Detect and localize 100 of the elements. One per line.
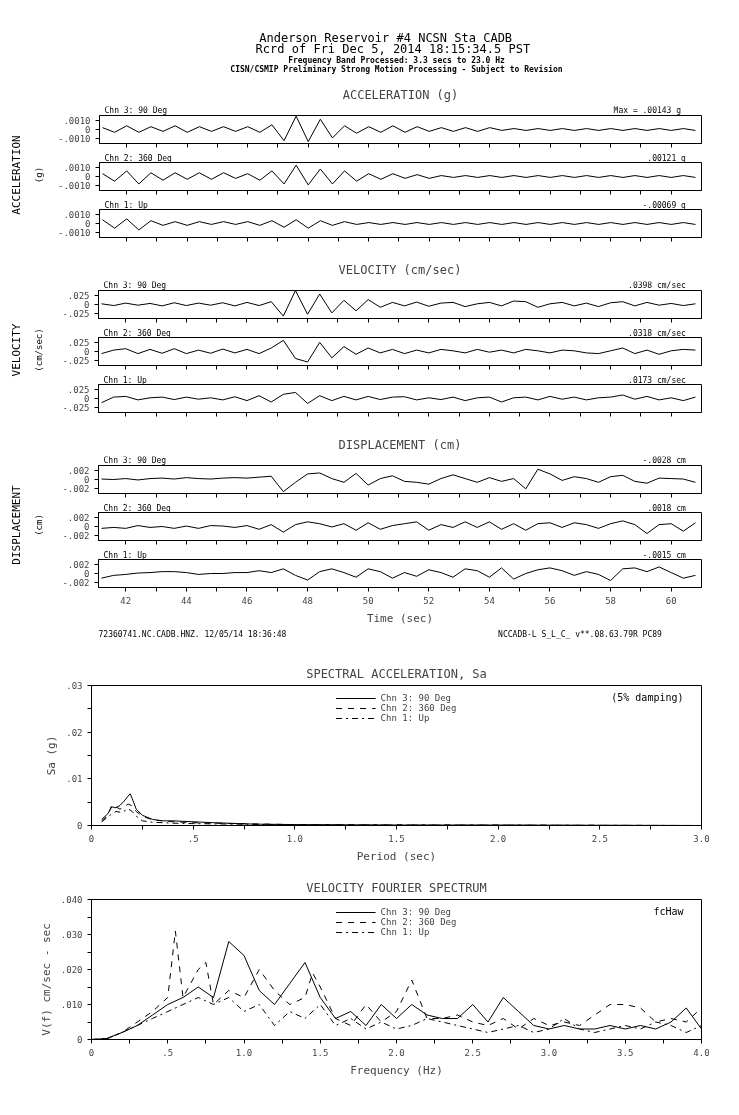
text: Chn 3: 90 Deg	[104, 105, 168, 115]
y-tick-label: .0010	[63, 209, 91, 220]
y-tick-label: 0	[85, 172, 91, 182]
y-tick-label: -.0010	[57, 181, 91, 192]
y-tick-label: 0	[85, 125, 91, 135]
y-tick-label: .025	[67, 385, 90, 396]
y-axis-title: Sa (g)	[45, 735, 59, 776]
chart-title: VELOCITY FOURIER SPECTRUM	[306, 880, 487, 895]
x-tick-label: 2.0	[490, 833, 507, 844]
y-tick-label: -.025	[62, 308, 90, 319]
y-tick-label: .0010	[63, 162, 91, 173]
x-tick-label: 3.0	[540, 1047, 558, 1058]
legend-label: Chn 2: 360 Deg	[380, 917, 457, 927]
chart-title: VELOCITY (cm/sec)	[338, 262, 462, 277]
y-tick-label: .0010	[63, 115, 91, 126]
text: Chn 2: 360 Deg	[104, 153, 173, 163]
y-axis-title: DISPLACEMENT	[10, 484, 24, 565]
y-tick-label: .025	[67, 291, 90, 302]
y-tick-label: 0	[84, 300, 90, 310]
text: (g)	[34, 166, 45, 184]
legend-label: Chn 1: Up	[380, 927, 430, 937]
y-tick-label: .002	[67, 559, 90, 570]
text: CISN/CSMIP Preliminary Strong Motion Processing - Subject to Revision	[230, 63, 563, 74]
text: .0018 cm	[647, 503, 687, 513]
annotation: .0173 cm/sec	[628, 375, 687, 385]
y-tick-label: 0	[84, 394, 90, 404]
x-tick-label: 2.5	[591, 833, 608, 844]
text: (cm/sec)	[34, 328, 45, 372]
text: Frequency Band Processed: 3.3 secs to 23.0 Hz	[288, 55, 506, 65]
x-tick-label: 50	[362, 595, 374, 606]
legend-label: Chn 1: Up	[380, 713, 430, 723]
x-tick-label: .5	[187, 833, 199, 844]
text: Chn 1: Up	[104, 200, 149, 210]
x-tick-label: 1.0	[286, 833, 303, 844]
x-tick-label: 56	[544, 595, 556, 606]
annotation: fcHaw	[653, 905, 685, 917]
x-tick-label: 1.0	[235, 1047, 253, 1058]
annotation: (5% damping)	[611, 691, 684, 703]
y-tick-label: .02	[66, 727, 83, 738]
y-tick-label: -.025	[62, 355, 90, 366]
text: NCCADB-L S_L_C_ v**.08.63.79R PC89	[498, 630, 663, 639]
y-tick-label: 0	[84, 347, 90, 357]
y-tick-label: 0	[84, 475, 90, 485]
x-axis-title: Period (sec)	[356, 849, 437, 863]
y-tick-label: .002	[67, 512, 90, 523]
y-tick-label: 0	[84, 522, 90, 532]
x-tick-label: 2.5	[464, 1047, 481, 1058]
text: Chn 3: 90 Deg	[103, 280, 167, 290]
text: -.0028 cm	[642, 455, 687, 465]
y-tick-label: .03	[66, 681, 83, 691]
text: .00121 g	[647, 153, 687, 163]
y-tick-label: 0	[77, 821, 83, 831]
x-tick-label: 54	[483, 595, 495, 606]
x-axis-title: Frequency (Hz)	[350, 1063, 443, 1077]
x-tick-label: 60	[665, 595, 677, 606]
text: Chn 1: Up	[103, 550, 148, 560]
x-tick-label: .5	[162, 1047, 174, 1058]
x-tick-label: 42	[120, 595, 132, 606]
text: Max = .00143 g	[613, 105, 682, 115]
chart-title: ACCELERATION (g)	[342, 87, 459, 102]
x-axis-title: Time (sec)	[366, 611, 434, 625]
x-tick-label: 48	[302, 595, 314, 606]
text: 72360741.NC.CADB.HNZ. 12/05/14 18:36:48	[98, 630, 287, 639]
x-tick-label: 3.0	[693, 833, 710, 844]
y-tick-label: .030	[60, 930, 83, 940]
legend-label: Chn 3: 90 Deg	[380, 693, 452, 703]
annotation: Chn 2: 360 Deg	[103, 328, 172, 338]
y-tick-label: -.002	[62, 531, 90, 542]
y-tick-label: -.002	[62, 484, 90, 495]
legend-label: Chn 3: 90 Deg	[380, 907, 452, 917]
y-axis-title: V(f) cm/sec - sec	[39, 923, 53, 1036]
chart-title: SPECTRAL ACCELERATION, Sa	[306, 666, 487, 681]
y-tick-label: 0	[77, 1035, 83, 1045]
annotation: .0318 cm/sec	[628, 328, 687, 338]
y-axis-title: ACCELERATION	[10, 135, 24, 215]
text: Rcrd of Fri Dec 5, 2014 18:15:34.5 PST	[255, 41, 531, 56]
x-tick-label: 52	[423, 595, 435, 606]
y-tick-label: 0	[85, 219, 91, 229]
y-tick-label: .025	[67, 338, 90, 349]
x-tick-label: 1.5	[388, 833, 405, 844]
y-axis-title: VELOCITY	[10, 323, 24, 377]
chart-title: DISPLACEMENT (cm)	[338, 437, 462, 452]
y-tick-label: -.025	[62, 402, 90, 413]
y-tick-label: -.0010	[57, 134, 91, 145]
y-tick-label: .01	[66, 774, 83, 785]
text: Chn 2: 360 Deg	[103, 503, 172, 513]
x-tick-label: 2.0	[388, 1047, 405, 1058]
y-tick-label: .020	[60, 965, 83, 975]
y-tick-label: -.002	[62, 578, 90, 589]
x-tick-label: 44	[180, 595, 192, 606]
text: (cm)	[34, 514, 45, 536]
y-tick-label: .010	[60, 1000, 83, 1010]
x-tick-label: 4.0	[693, 1047, 710, 1058]
y-tick-label: .040	[60, 895, 83, 905]
text: -.00069 g	[642, 200, 687, 210]
y-tick-label: -.0010	[57, 228, 91, 239]
text: Chn 3: 90 Deg	[103, 455, 167, 465]
x-tick-label: 58	[605, 595, 617, 606]
text: -.0015 cm	[642, 550, 687, 560]
x-tick-label: 46	[241, 595, 253, 606]
